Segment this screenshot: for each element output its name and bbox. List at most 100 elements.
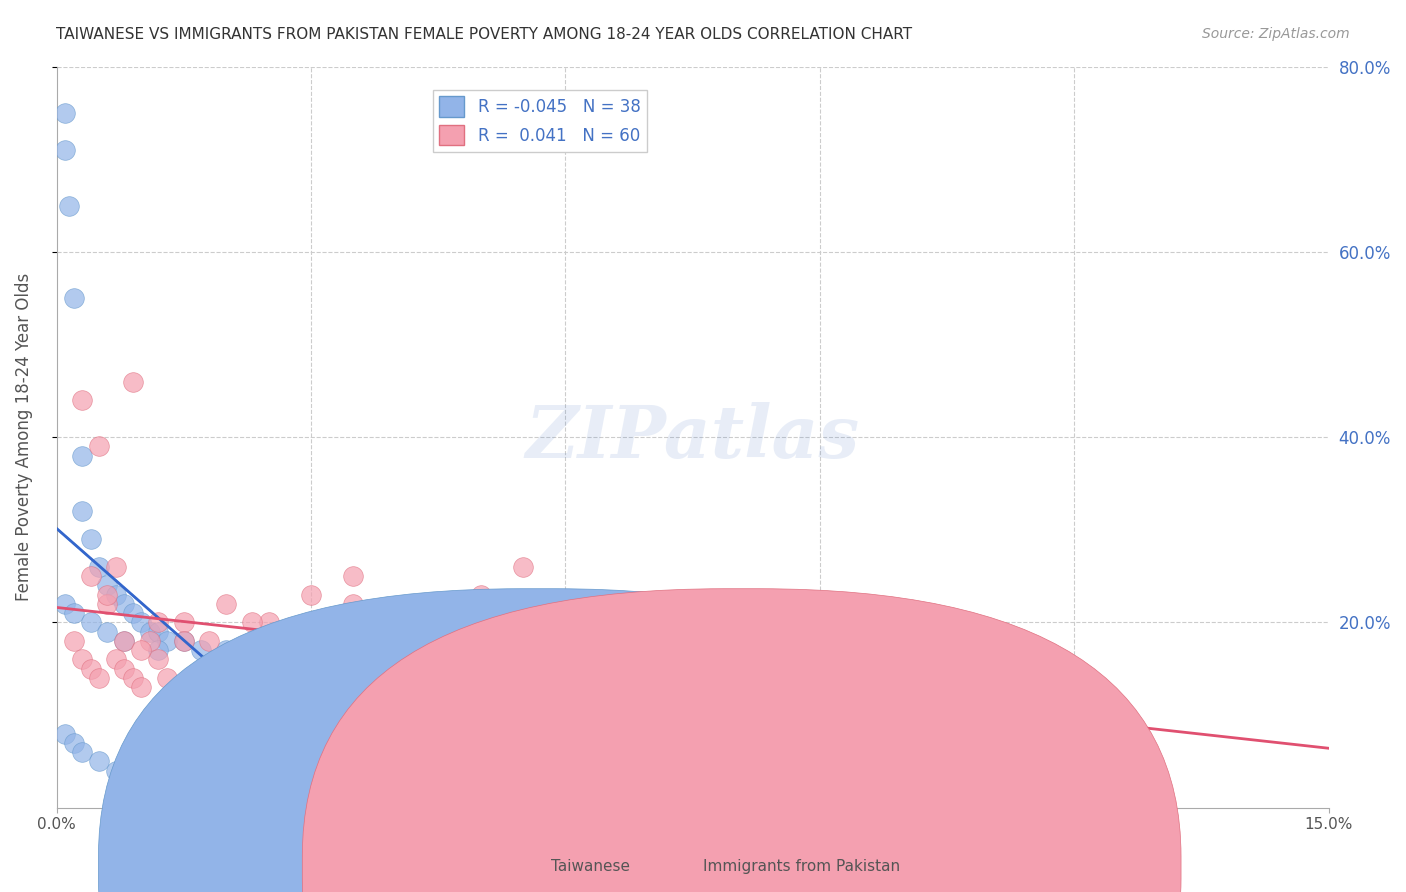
Point (173, 782, 195, 797)
Point (70, 504, 93, 518)
Point (554, 690, 576, 704)
Point (893, 671, 915, 685)
Point (1063, 745, 1085, 759)
Point (104, 652, 127, 666)
Point (96, 588, 118, 602)
Point (62, 736, 84, 750)
Text: Immigrants from Pakistan: Immigrants from Pakistan (703, 859, 900, 874)
Point (402, 690, 425, 704)
Point (53, 106, 76, 120)
Point (385, 652, 408, 666)
Point (62, 634, 84, 648)
Point (104, 588, 127, 602)
Point (104, 764, 127, 778)
Y-axis label: Female Poverty Among 18-24 Year Olds: Female Poverty Among 18-24 Year Olds (15, 273, 32, 601)
Point (96, 597, 118, 611)
Legend: R = -0.045   N = 38, R =  0.041   N = 60: R = -0.045 N = 38, R = 0.041 N = 60 (433, 90, 647, 153)
Point (427, 597, 450, 611)
Text: Taiwanese: Taiwanese (551, 859, 630, 874)
Point (70, 393, 93, 408)
Point (512, 559, 534, 574)
Point (114, 597, 136, 611)
Point (173, 634, 195, 648)
Point (215, 643, 238, 657)
Point (808, 652, 831, 666)
Point (131, 772, 153, 787)
Point (70, 745, 93, 759)
Point (299, 652, 322, 666)
Point (148, 624, 170, 639)
Point (114, 662, 136, 676)
Point (62, 291, 84, 305)
Point (299, 588, 322, 602)
Point (240, 615, 263, 630)
Point (640, 671, 662, 685)
Point (53, 143, 76, 157)
Point (724, 690, 747, 704)
Point (156, 634, 179, 648)
Point (470, 588, 492, 602)
Point (87, 671, 110, 685)
Point (283, 662, 305, 676)
Point (486, 671, 509, 685)
Point (342, 597, 364, 611)
Point (96, 624, 118, 639)
Point (851, 671, 873, 685)
Point (682, 652, 704, 666)
Point (190, 643, 212, 657)
Point (122, 375, 145, 389)
Point (79, 532, 101, 546)
Point (131, 680, 153, 694)
Point (148, 643, 170, 657)
Point (215, 597, 238, 611)
Point (257, 662, 280, 676)
Point (122, 671, 145, 685)
Point (148, 615, 170, 630)
Point (215, 662, 238, 676)
Point (87, 559, 110, 574)
Point (114, 634, 136, 648)
Point (122, 606, 145, 620)
Point (470, 662, 492, 676)
Point (139, 634, 162, 648)
Point (283, 671, 305, 685)
Point (53, 597, 76, 611)
Point (299, 671, 322, 685)
Point (316, 652, 339, 666)
Point (114, 634, 136, 648)
Text: ZIPatlas: ZIPatlas (526, 401, 859, 473)
Point (79, 615, 101, 630)
Point (173, 634, 195, 648)
Point (104, 559, 127, 574)
Text: Source: ZipAtlas.com: Source: ZipAtlas.com (1202, 27, 1350, 41)
Point (427, 690, 450, 704)
Point (215, 791, 238, 805)
Point (70, 449, 93, 463)
Point (131, 615, 153, 630)
Point (87, 439, 110, 453)
Point (198, 634, 221, 648)
Point (79, 569, 101, 583)
Point (232, 652, 254, 666)
Point (96, 578, 118, 592)
Point (257, 634, 280, 648)
Point (1021, 708, 1043, 723)
Point (554, 680, 576, 694)
Point (979, 690, 1001, 704)
Point (596, 671, 619, 685)
Point (148, 652, 170, 666)
Point (53, 726, 76, 740)
Point (190, 671, 212, 685)
Point (512, 671, 534, 685)
Point (232, 652, 254, 666)
Point (156, 671, 179, 685)
Point (342, 569, 364, 583)
Point (58, 198, 80, 212)
Point (139, 624, 162, 639)
Point (173, 615, 195, 630)
Point (70, 652, 93, 666)
Point (131, 643, 153, 657)
Text: TAIWANESE VS IMMIGRANTS FROM PAKISTAN FEMALE POVERTY AMONG 18-24 YEAR OLDS CORRE: TAIWANESE VS IMMIGRANTS FROM PAKISTAN FE… (56, 27, 912, 42)
Point (657, 690, 679, 704)
Point (87, 755, 110, 769)
